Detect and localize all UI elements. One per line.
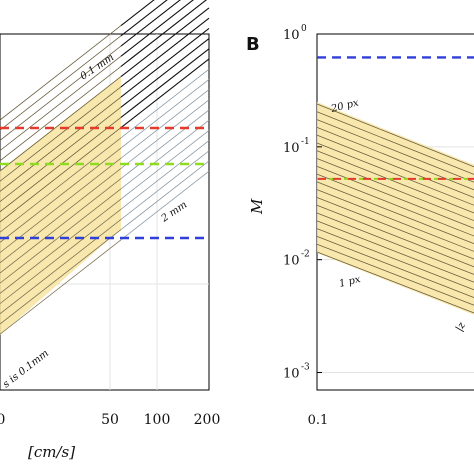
- series-line: [316, 220, 474, 283]
- y-tick-exponent: -1: [301, 137, 310, 147]
- x-tick-label: 200: [194, 412, 221, 428]
- x-tick-label: 50: [101, 412, 119, 428]
- series-line: [120, 0, 194, 57]
- series-line: [0, 188, 122, 284]
- panel-a-series: [0, 0, 210, 335]
- series-line: [120, 160, 210, 230]
- panel-b-series: [316, 103, 474, 314]
- panel-b-shaded-region: [317, 102, 474, 315]
- series-line: [0, 45, 122, 141]
- series-line: [0, 66, 122, 162]
- panel-a-reference-lines: [0, 126, 209, 240]
- panel-b-reference-lines: [317, 56, 474, 180]
- y-tick-exponent: -3: [301, 363, 310, 373]
- series-line: [120, 58, 210, 129]
- series-line: [0, 219, 122, 315]
- series-line: [0, 168, 122, 264]
- series-line: [0, 55, 122, 151]
- series-line: [120, 0, 155, 27]
- series-line: [316, 243, 474, 306]
- series-line: [120, 0, 208, 67]
- series-line: [120, 0, 168, 37]
- y-axis-label: M: [248, 198, 266, 215]
- series-line: [120, 38, 210, 108]
- series-line: [316, 181, 474, 245]
- series-line: [0, 239, 122, 335]
- series-line: [316, 126, 474, 191]
- series-line: [120, 109, 210, 179]
- series-line: [0, 25, 122, 121]
- series-line: [0, 178, 122, 274]
- series-line: [0, 208, 122, 304]
- x-axis-label: [cm/s]: [28, 443, 75, 461]
- series-line: [316, 111, 474, 175]
- x-tick-label: 100: [144, 412, 171, 428]
- annotation-1px: 1 px: [338, 274, 362, 290]
- y-tick-label: 10: [283, 141, 300, 156]
- series-line: [0, 127, 122, 223]
- series-line: [316, 212, 474, 275]
- series-line: [316, 236, 474, 298]
- series-line: [120, 89, 210, 159]
- x-tick-label: 0: [0, 412, 5, 428]
- series-line: [316, 251, 474, 314]
- series-line: [316, 119, 474, 183]
- y-tick-label: 10: [283, 367, 300, 382]
- panel-b-label: B: [246, 34, 260, 55]
- series-line: [0, 96, 122, 192]
- y-tick-exponent: 0: [301, 24, 307, 34]
- series-line: [316, 165, 474, 229]
- series-line: [120, 68, 210, 139]
- x-tick-label: 0.1: [308, 413, 329, 428]
- series-line: [0, 229, 122, 325]
- series-line: [316, 197, 474, 260]
- panel-a: 0.1 mm 2 mm s is 0.1mm 0 50 100 200 [cm/…: [0, 0, 220, 461]
- series-line: [316, 142, 474, 206]
- series-line: [120, 17, 210, 88]
- y-tick-exponent: -2: [301, 250, 310, 260]
- series-line: [316, 134, 474, 198]
- series-line: [0, 198, 122, 294]
- series-line: [120, 170, 210, 241]
- series-line: [120, 7, 210, 78]
- series-line: [316, 103, 474, 168]
- series-line: [120, 27, 210, 98]
- panel-a-x-ticks: 0 50 100 200: [0, 412, 220, 428]
- series-line: [316, 189, 474, 252]
- series-line: [120, 0, 181, 47]
- y-tick-label: 10: [283, 28, 300, 43]
- series-line: [316, 158, 474, 222]
- series-line: [0, 76, 122, 172]
- series-line: [0, 106, 122, 202]
- series-line: [316, 173, 474, 237]
- series-line: [0, 86, 122, 182]
- series-line: [120, 79, 210, 149]
- series-line: [0, 147, 122, 243]
- series-line: [120, 140, 210, 210]
- series-line: [316, 150, 474, 214]
- series-line: [316, 228, 474, 291]
- series-line: [120, 119, 210, 190]
- series-line: [0, 35, 122, 131]
- series-line: [120, 99, 210, 169]
- y-tick-label: 10: [283, 254, 300, 269]
- series-line: [120, 150, 210, 220]
- series-line: [120, 48, 210, 118]
- series-line: [316, 204, 474, 268]
- series-line: [0, 137, 122, 233]
